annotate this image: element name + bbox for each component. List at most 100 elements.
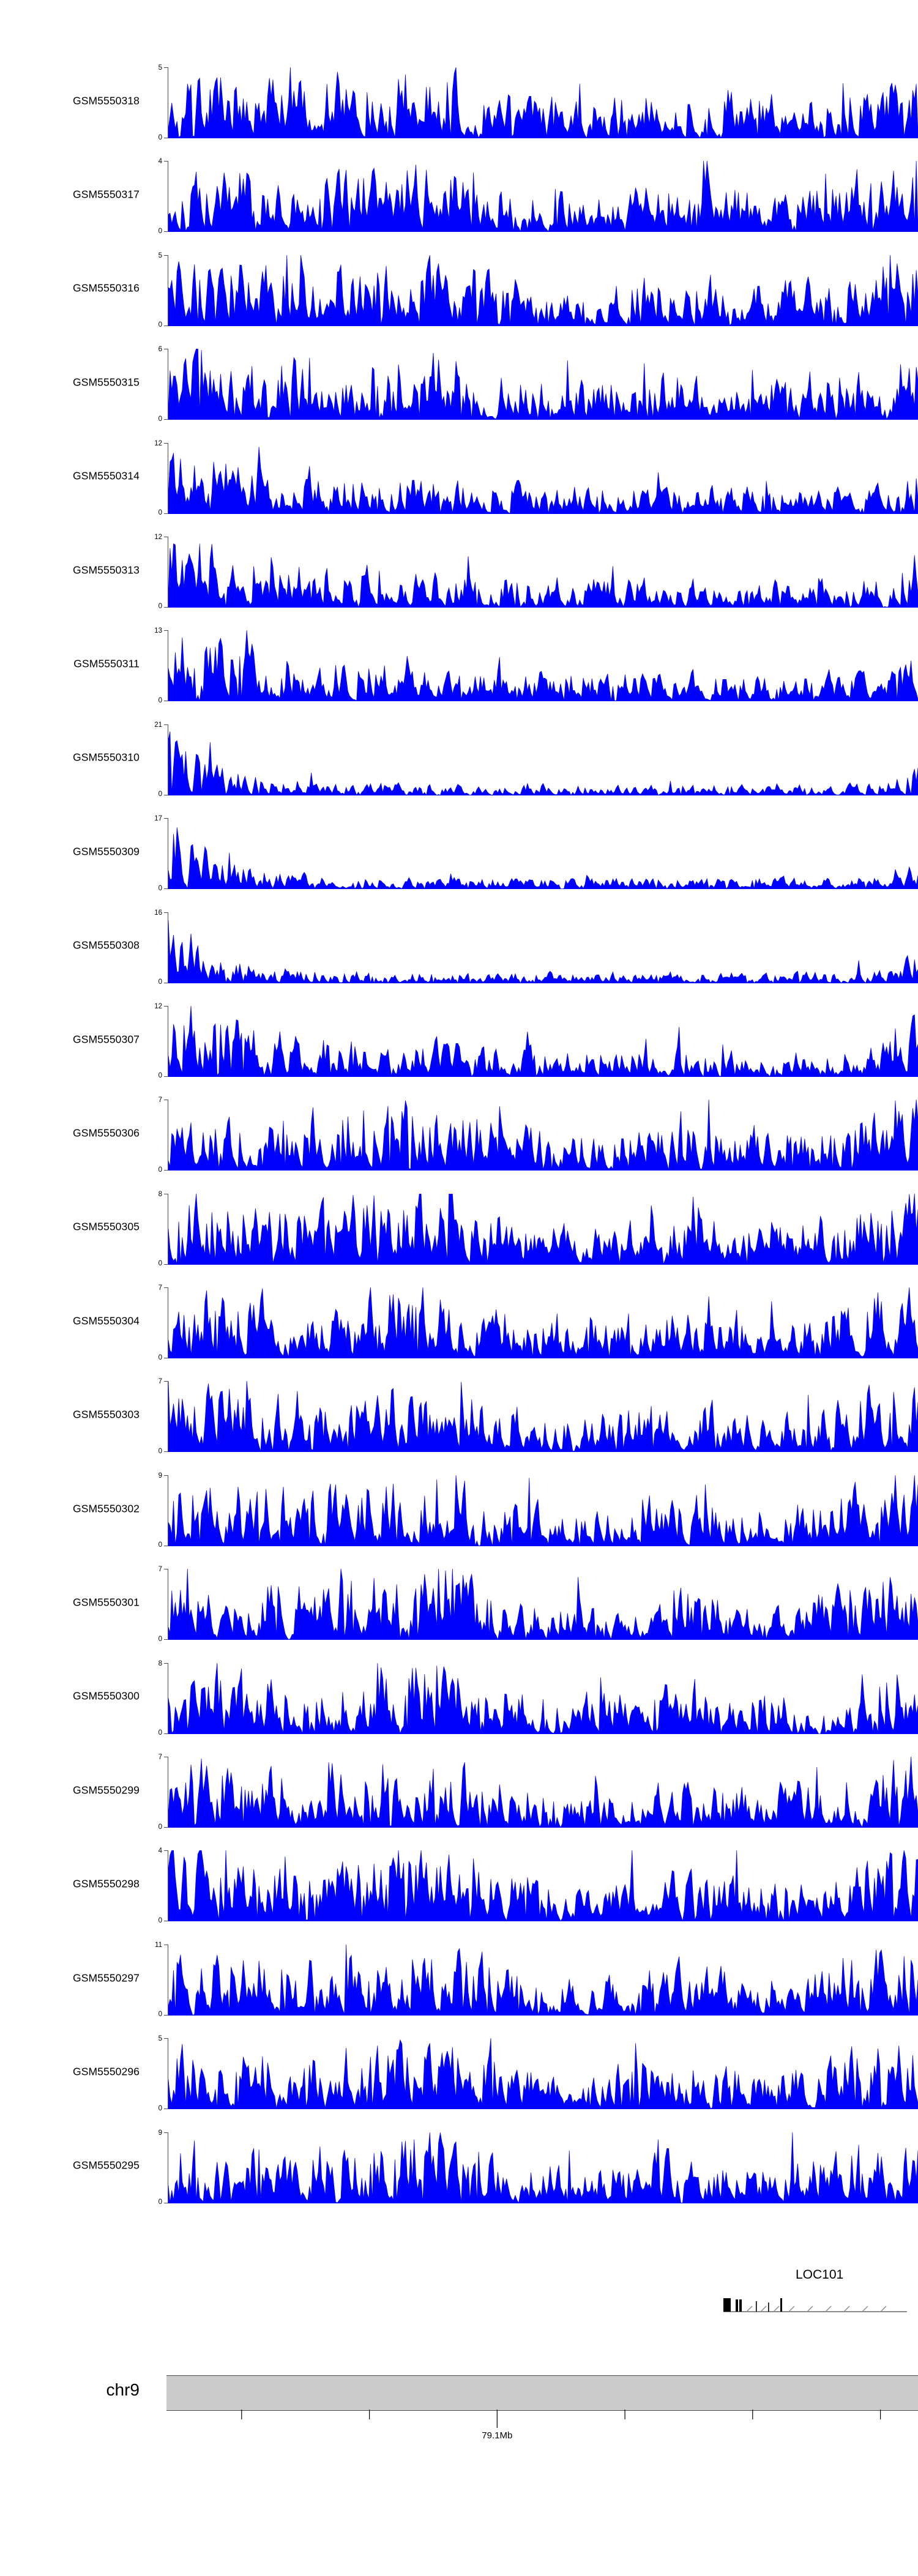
coverage-histogram[interactable] [168, 1569, 918, 1640]
y-axis-min-label: 0 [158, 1916, 162, 1924]
coverage-track-row[interactable]: GSM5550308 16 0 [0, 899, 918, 992]
coverage-histogram[interactable] [168, 1475, 918, 1546]
coverage-track-row[interactable]: GSM5550315 6 0 [0, 335, 918, 429]
coverage-track-row[interactable]: GSM5550303 7 0 [0, 1368, 918, 1461]
chromosome-label: chr9 [106, 2380, 140, 2399]
coverage-histogram[interactable] [168, 2038, 918, 2110]
track-sample-label: GSM5550297 [73, 1971, 140, 1984]
coverage-histogram[interactable] [168, 67, 918, 138]
track-y-axis: 21 0 [149, 721, 168, 798]
y-axis-tick-top [164, 1287, 168, 1289]
coverage-histogram[interactable] [168, 1381, 918, 1453]
y-axis-tick-top [164, 161, 168, 162]
y-axis-min-label: 0 [158, 1823, 162, 1831]
y-axis-min-label: 0 [158, 2011, 162, 2019]
y-axis-max-label: 16 [154, 909, 162, 917]
coverage-histogram[interactable] [168, 818, 918, 890]
coverage-histogram[interactable] [168, 537, 918, 608]
coverage-histogram[interactable] [168, 1005, 918, 1077]
coverage-histogram[interactable] [168, 1757, 918, 1828]
y-axis-tick-top [164, 818, 168, 819]
coverage-track-row[interactable]: GSM5550304 7 0 [0, 1274, 918, 1368]
coverage-track-row[interactable]: GSM5550310 21 0 [0, 711, 918, 805]
coverage-track-row[interactable]: GSM5550306 7 0 [0, 1086, 918, 1180]
coverage-track-row[interactable]: GSM5550317 4 0 [0, 147, 918, 241]
y-axis-max-label: 4 [158, 1847, 162, 1855]
coverage-histogram[interactable] [168, 255, 918, 326]
track-sample-label: GSM5550301 [73, 1596, 140, 1609]
y-axis-max-label: 7 [158, 1754, 162, 1762]
coverage-track-row[interactable]: GSM5550316 5 0 [0, 242, 918, 335]
track-sample-label: GSM5550315 [73, 376, 140, 389]
coverage-track-row[interactable]: GSM5550295 9 0 [0, 2119, 918, 2213]
coverage-histogram[interactable] [168, 443, 918, 514]
y-axis-tick-top [164, 2132, 168, 2133]
coverage-track-row[interactable]: GSM5550296 5 0 [0, 2025, 918, 2118]
y-axis-max-label: 5 [158, 2035, 162, 2043]
coverage-track-row[interactable]: GSM5550313 12 0 [0, 523, 918, 617]
y-axis-max-label: 11 [155, 1941, 162, 1949]
coverage-track-row[interactable]: GSM5550297 11 0 [0, 1931, 918, 2025]
gene-annotation-track[interactable]: LOC101 [0, 2244, 918, 2324]
y-axis-tick-bottom [164, 1827, 168, 1828]
coverage-histogram[interactable] [168, 349, 918, 420]
genomic-coordinate-label: 79.1Mb [482, 2430, 513, 2441]
track-y-axis: 11 0 [149, 1941, 168, 2019]
coverage-histogram[interactable] [168, 724, 918, 795]
y-axis-min-label: 0 [158, 1447, 162, 1455]
y-axis-tick-bottom [164, 1639, 168, 1640]
y-axis-tick-bottom [164, 513, 168, 514]
y-axis-min-label: 0 [158, 1541, 162, 1549]
coverage-track-row[interactable]: GSM5550300 8 0 [0, 1650, 918, 1743]
y-axis-tick-bottom [164, 1076, 168, 1077]
coverage-track-row[interactable]: GSM5550301 7 0 [0, 1555, 918, 1649]
coverage-histogram[interactable] [168, 1662, 918, 1734]
coverage-tracks-container: GSM5550318 5 0 GSM5550317 4 0 GSM5550316 5 0 GSM5… [0, 54, 918, 2213]
y-axis-tick-top [164, 912, 168, 913]
coverage-histogram[interactable] [168, 161, 918, 233]
y-axis-tick-top [164, 442, 168, 444]
track-sample-label: GSM5550298 [73, 1877, 140, 1890]
coverage-histogram[interactable] [168, 1100, 918, 1171]
y-axis-max-label: 12 [154, 1002, 162, 1010]
coverage-track-row[interactable]: GSM5550318 5 0 [0, 54, 918, 147]
coverage-track-row[interactable]: GSM5550302 9 0 [0, 1462, 918, 1555]
coverage-track-row[interactable]: GSM5550307 12 0 [0, 992, 918, 1086]
gene-model-glyph[interactable] [723, 2298, 907, 2314]
coverage-track-row[interactable]: GSM5550298 4 0 [0, 1837, 918, 1930]
track-sample-label: GSM5550306 [73, 1126, 140, 1139]
coverage-track-row[interactable]: GSM5550309 17 0 [0, 805, 918, 898]
track-y-axis: 16 0 [149, 909, 168, 986]
y-axis-tick-bottom [164, 231, 168, 233]
coverage-track-row[interactable]: GSM5550311 13 0 [0, 617, 918, 710]
track-sample-label: GSM5550303 [73, 1408, 140, 1421]
y-axis-tick-bottom [164, 1264, 168, 1265]
y-axis-max-label: 7 [158, 1378, 162, 1386]
y-axis-tick-top [164, 67, 168, 68]
y-axis-min-label: 0 [158, 1072, 162, 1080]
coverage-histogram[interactable] [168, 1850, 918, 1922]
y-axis-min-label: 0 [158, 509, 162, 517]
coverage-track-row[interactable]: GSM5550305 8 0 [0, 1180, 918, 1274]
coverage-histogram[interactable] [168, 630, 918, 702]
coverage-track-row[interactable]: GSM5550299 7 0 [0, 1743, 918, 1837]
y-axis-min-label: 0 [158, 133, 162, 141]
y-axis-tick-top [164, 255, 168, 256]
y-axis-min-label: 0 [158, 2104, 162, 2112]
coverage-histogram[interactable] [168, 1287, 918, 1359]
coverage-histogram[interactable] [168, 912, 918, 983]
coverage-histogram[interactable] [168, 1193, 918, 1265]
coverage-histogram[interactable] [168, 2132, 918, 2203]
y-axis-tick-top [164, 724, 168, 725]
coverage-histogram[interactable] [168, 1944, 918, 2016]
y-axis-tick-bottom [164, 419, 168, 420]
chromosome-ideogram-bar[interactable] [166, 2375, 918, 2411]
coverage-track-row[interactable]: GSM5550314 12 0 [0, 430, 918, 523]
track-sample-label: GSM5550310 [73, 751, 140, 764]
y-axis-max-label: 9 [158, 1472, 162, 1480]
